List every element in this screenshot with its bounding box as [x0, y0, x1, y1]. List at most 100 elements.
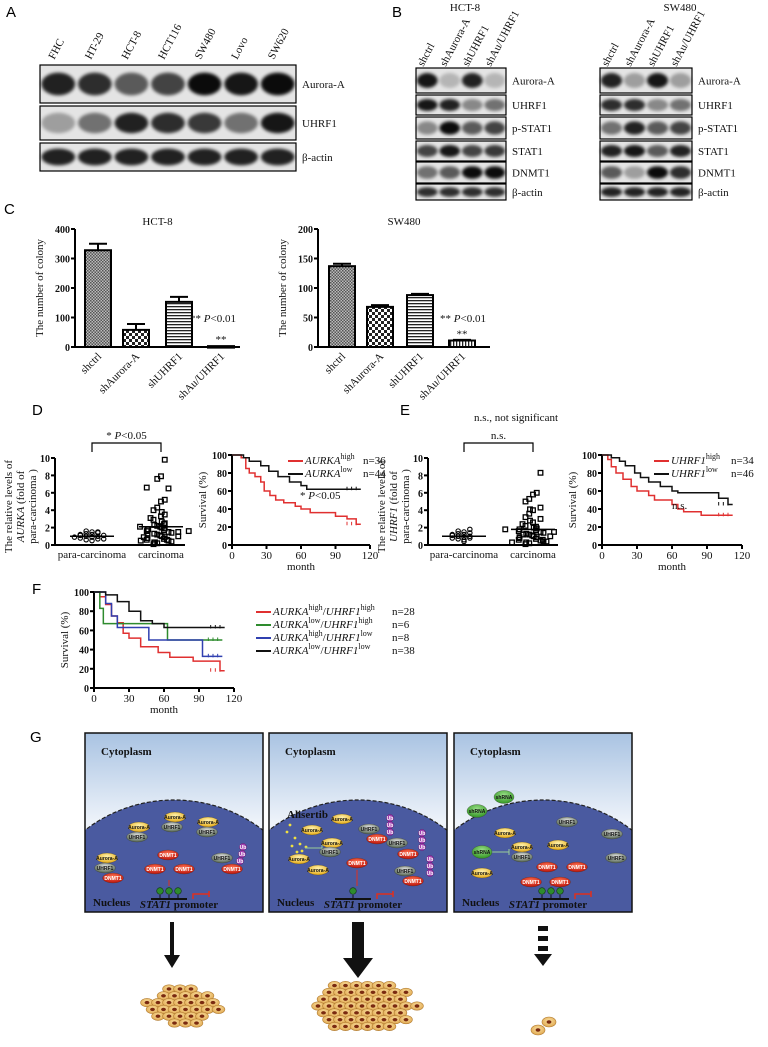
ubiquitin-label: Ub — [427, 871, 434, 877]
y-tick-label: 60 — [587, 487, 597, 498]
panel-b-1-blot-row: Aurora-A — [599, 67, 741, 94]
y-axis-label-line1: The relative levels of — [3, 460, 15, 553]
methyl-group-icon — [165, 887, 173, 895]
y-tick-label: 50 — [303, 314, 313, 325]
molecule-label: shRNA — [496, 795, 513, 801]
y-tick-label: 0 — [65, 343, 70, 354]
cell-cluster — [311, 981, 424, 1031]
blot-band — [461, 166, 483, 179]
bar-shAu/UHRF1 — [207, 345, 235, 349]
alisertib-molecule — [290, 844, 294, 848]
molecule-aurora-a: Aurora-A — [331, 813, 353, 825]
molecule-dnmt1: DNMT1 — [402, 875, 424, 887]
y-tick-label: 2 — [45, 524, 50, 535]
cell-nucleus-icon — [392, 990, 398, 995]
molecule-aurora-a: Aurora-A — [307, 864, 329, 876]
data-point — [523, 530, 530, 537]
y-axis-label-fold: (fold of — [388, 471, 400, 507]
blot-band — [600, 187, 623, 197]
legend-n: n=8 — [392, 632, 410, 644]
molecule-dnmt1: DNMT1 — [366, 833, 388, 845]
panel-label-g: G — [30, 729, 42, 746]
y-tick-label: 100 — [212, 451, 227, 462]
ubiquitin-label: Ub — [419, 845, 426, 851]
data-point — [543, 538, 550, 545]
blot-protein-label: DNMT1 — [698, 168, 736, 180]
legend-level: low — [340, 465, 352, 474]
cell-nucleus-icon — [354, 1024, 359, 1029]
y-tick-label: 20 — [587, 523, 597, 534]
cell-nucleus-icon — [381, 1017, 387, 1022]
cell-nucleus-icon — [370, 1004, 376, 1008]
data-point — [165, 485, 172, 492]
blot-membrane — [599, 183, 693, 201]
blot-protein-label: Aurora-A — [302, 79, 345, 91]
stat1-promoter-label: STAT1 promoter — [140, 899, 218, 911]
survival-curve-0 — [602, 454, 733, 517]
cell-nucleus-icon — [343, 997, 348, 1001]
molecule-uhrf1: UHRF1 — [358, 823, 380, 835]
legend-entry: AURKAlow/UHRF1high — [272, 616, 373, 631]
cell-nucleus-icon — [172, 1021, 177, 1025]
blot-band — [187, 72, 222, 96]
y-tick-label: 20 — [217, 523, 227, 534]
molecule-uhrf1: UHRF1 — [94, 862, 116, 874]
data-point — [161, 496, 168, 503]
cell-nucleus-icon — [348, 990, 354, 995]
transcription-block-arrow — [192, 891, 210, 899]
transcription-block-arrow — [574, 891, 592, 899]
annotation-p: P — [203, 313, 211, 325]
legend-level2: low — [361, 629, 373, 638]
blot-band — [41, 72, 76, 96]
data-point — [175, 533, 182, 540]
promoter-suffix: promoter — [171, 899, 218, 911]
molecule-uhrf1: UHRF1 — [386, 837, 408, 849]
blot-band — [484, 99, 506, 111]
legend-gene: AURKA — [272, 632, 309, 644]
panel-b-1-lane-label: shctrl — [600, 41, 622, 68]
survival-chart: 0 20 40 60 80 100 0 30 60 90 120 month Survival (%) A… — [59, 588, 415, 716]
cell-nucleus-icon — [398, 1011, 403, 1015]
panel-label-f: F — [32, 581, 41, 598]
blot-band — [646, 187, 669, 197]
survival-curve-1 — [602, 454, 733, 506]
cell-nucleus-icon — [365, 983, 370, 988]
molecule-label: UHRF1 — [199, 830, 216, 836]
promoter-suffix: promoter — [540, 899, 587, 911]
blot-band — [484, 121, 506, 135]
cell-nucleus-icon — [359, 990, 365, 995]
data-point — [89, 529, 95, 535]
x-tick-label: carcinoma — [510, 549, 556, 561]
bar-shAurora-A — [122, 328, 150, 349]
y-tick-label: 8 — [418, 471, 423, 482]
blot-band — [151, 148, 185, 166]
y-tick-label: 100 — [55, 314, 70, 325]
data-point — [537, 515, 544, 522]
blot-band — [600, 166, 623, 179]
alisertib-molecule — [293, 836, 297, 840]
molecule-label: UHRF1 — [559, 820, 576, 826]
y-tick-label: 0 — [45, 541, 50, 552]
blot-band — [416, 145, 438, 157]
molecule-label: DNMT1 — [522, 880, 539, 886]
blot-membrane — [415, 94, 507, 116]
legend-entry: AURKAhigh — [304, 452, 355, 467]
molecule-label: UHRF1 — [97, 866, 114, 872]
survival-curve-3 — [94, 591, 225, 629]
panel-a-lane-label: FHC — [46, 37, 67, 62]
panel-b-1-blot-row: p-STAT1 — [599, 116, 738, 140]
blot-band — [439, 166, 461, 179]
blot-band — [439, 121, 461, 135]
legend-entry: UHRF1low — [671, 465, 718, 480]
blot-protein-label: STAT1 — [698, 146, 729, 158]
blot-protein-label: UHRF1 — [302, 118, 337, 130]
cell-nucleus-icon — [414, 1004, 420, 1008]
legend-gene2: UHRF1 — [324, 645, 359, 657]
x-tick-label: shctrl — [78, 351, 104, 377]
y-axis-label: Survival (%) — [59, 611, 71, 668]
y-tick-label: 80 — [217, 469, 227, 480]
x-tick-label: 0 — [91, 693, 97, 705]
legend-n: n=46 — [731, 468, 754, 480]
blot-band — [600, 145, 623, 157]
ubiquitin-label: Ub — [237, 859, 244, 865]
